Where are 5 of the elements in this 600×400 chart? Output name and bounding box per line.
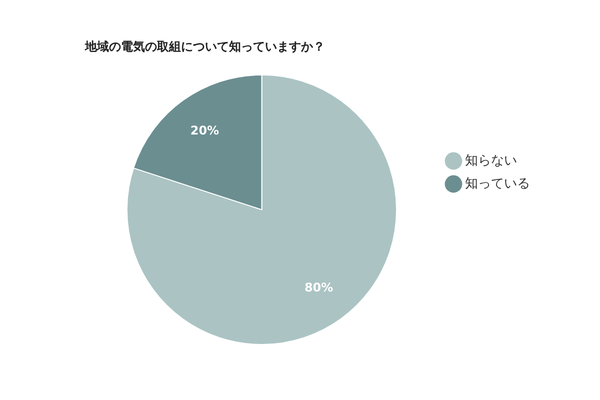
legend-label: 知っている [465, 176, 530, 192]
chart-title: 地域の電気の取組について知っていますか？ [84, 39, 325, 54]
data-label: 20% [190, 123, 220, 138]
legend-label: 知らない [465, 153, 517, 168]
data-label: 80% [304, 280, 334, 294]
